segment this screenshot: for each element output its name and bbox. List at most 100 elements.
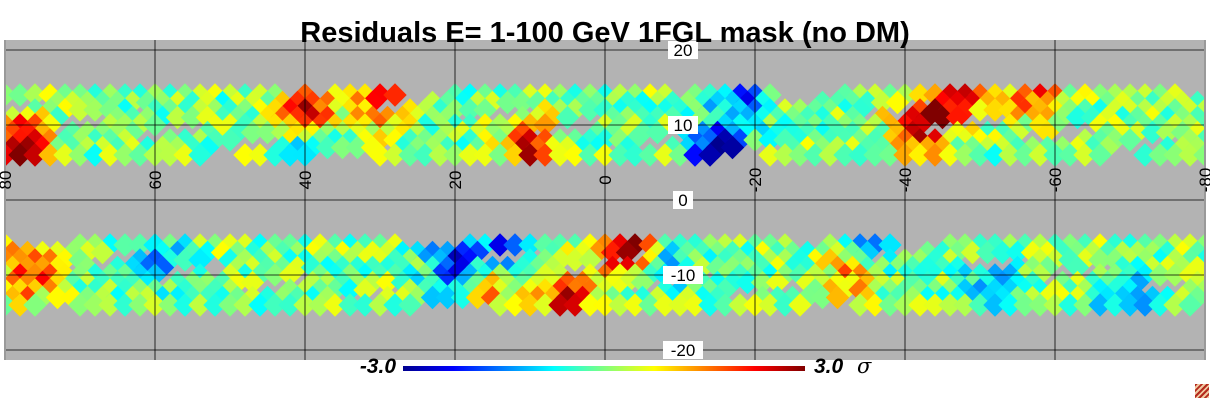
residual-pixel	[180, 240, 205, 265]
chart-title: Residuals E= 1-100 GeV 1FGL mask (no DM)	[300, 17, 909, 49]
residual-pixel	[788, 293, 812, 317]
residual-pixel	[113, 293, 137, 317]
residual-pixel	[113, 143, 137, 167]
residual-pixel	[473, 143, 497, 167]
residual-pixel	[270, 120, 295, 145]
residual-pixel	[983, 143, 1007, 167]
residual-pixel	[195, 120, 220, 145]
lon-tick-label: 20	[446, 171, 465, 190]
residual-pixel	[225, 90, 250, 115]
residual-pixel	[1133, 143, 1157, 167]
residual-pixel	[83, 143, 107, 167]
residual-pixel	[623, 143, 647, 167]
residual-pixel	[180, 90, 205, 115]
residual-pixel	[135, 135, 160, 160]
residual-pixel	[135, 270, 160, 295]
colorbar	[403, 366, 805, 371]
residual-pixel	[1118, 128, 1142, 152]
residual-pixel	[203, 83, 227, 107]
residual-pixel	[180, 135, 205, 160]
residual-pixel	[158, 83, 182, 107]
residual-pixel	[1148, 293, 1172, 317]
residual-pixel	[518, 143, 542, 167]
residual-pixel	[150, 135, 175, 160]
residual-pixel	[98, 293, 122, 317]
residual-pixel	[503, 143, 527, 167]
residual-pixel	[878, 143, 902, 167]
residual-pixel	[330, 135, 355, 160]
residual-pixel	[405, 135, 430, 160]
lat-label-background	[663, 341, 703, 359]
residual-pixel	[503, 233, 527, 257]
lat-label-background	[668, 116, 698, 134]
residual-pixel	[803, 143, 827, 167]
residual-pixel	[45, 105, 70, 130]
residual-pixel	[488, 233, 512, 257]
residual-pixel	[53, 248, 77, 272]
residual-pixel	[173, 143, 197, 167]
residual-pixel	[60, 135, 85, 160]
residual-pixel	[165, 135, 190, 160]
residual-pixel	[420, 120, 445, 145]
lat-tick-label: -10	[671, 266, 696, 285]
residual-pixel	[68, 143, 92, 167]
residual-pixel	[368, 293, 392, 317]
residual-pixel	[908, 83, 932, 107]
residual-pixel	[8, 143, 32, 167]
residual-pixel	[353, 128, 377, 152]
residual-pixel	[173, 278, 197, 302]
residual-pixel	[945, 105, 970, 130]
residual-pixel	[1125, 120, 1150, 145]
residual-pixel	[23, 143, 47, 167]
residual-pixel	[638, 293, 662, 317]
residual-pixel	[1163, 143, 1187, 167]
residual-pixel	[480, 120, 505, 145]
residual-pixel	[1110, 120, 1135, 145]
residual-pixel	[720, 135, 745, 160]
residual-pixel	[428, 143, 452, 167]
residual-pixel	[398, 143, 422, 167]
latitude-tick-labels: 20 10 0 -10 -20	[663, 41, 703, 360]
residual-pixel	[1148, 143, 1172, 167]
residual-pixel	[240, 270, 265, 295]
residual-pixel	[1193, 144, 1204, 166]
residual-pixel	[608, 143, 632, 167]
residual-pixel	[503, 293, 527, 317]
residual-pixel	[90, 240, 115, 265]
residual-pixel	[188, 293, 212, 317]
residual-pixel	[1065, 105, 1090, 130]
residual-pixel	[158, 143, 182, 167]
residual-pixel	[360, 120, 385, 145]
residual-pixel	[870, 90, 895, 115]
residual-pixel	[173, 248, 197, 272]
residual-pixel	[495, 90, 520, 115]
residual-pixel	[188, 83, 212, 107]
residual-pixel	[563, 293, 587, 317]
residual-pixel	[158, 233, 182, 257]
residual-pixel	[128, 278, 152, 302]
residual-pixel	[165, 270, 190, 295]
residual-pixel	[128, 143, 152, 167]
residual-pixel	[1005, 120, 1030, 145]
residual-pixel	[75, 120, 100, 145]
residual-pixel	[1178, 143, 1202, 167]
residual-pixel	[45, 135, 70, 160]
residual-pixel	[938, 143, 962, 167]
residual-pixel	[113, 233, 137, 257]
residual-pixel	[578, 248, 602, 272]
residual-pixel	[428, 128, 452, 152]
residual-pixel	[128, 248, 152, 272]
residual-pixel	[128, 233, 152, 257]
residual-pixel	[773, 143, 797, 167]
residual-pixel	[225, 240, 250, 265]
longitude-tick-labels: 80 60 40 20 0 -20 -40 -60 -80	[0, 168, 1210, 193]
residual-pixel	[1013, 143, 1037, 167]
residual-pixel	[83, 128, 107, 152]
residual-pixel	[908, 293, 932, 317]
residual-pixel	[315, 120, 340, 145]
residual-pixel	[45, 285, 70, 310]
residual-pixel	[158, 128, 182, 152]
residual-pixel	[465, 120, 490, 145]
residual-pixel	[878, 233, 902, 257]
residual-pixel	[128, 83, 152, 107]
